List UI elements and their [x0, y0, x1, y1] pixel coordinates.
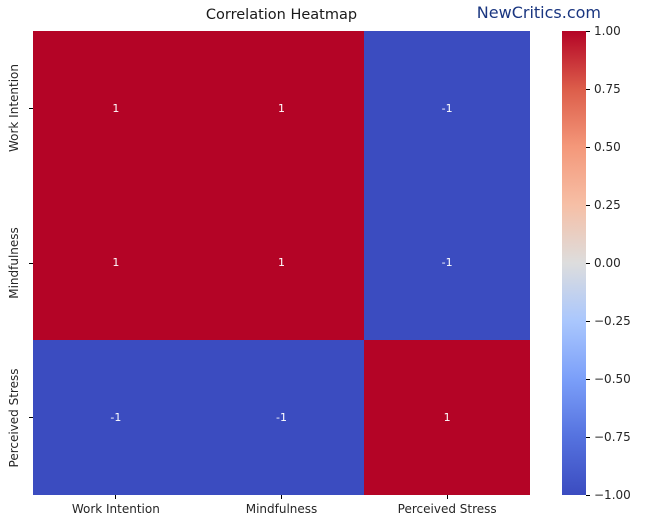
cell-value: 1 — [443, 411, 451, 425]
colorbar-tickmark — [586, 436, 590, 438]
colorbar-tickmark — [586, 88, 590, 90]
colorbar-tickmark — [586, 378, 590, 380]
colorbar-tick-label: −0.75 — [594, 430, 631, 444]
y-tickmark — [29, 417, 33, 419]
heatmap-grid: 1 1 -1 1 1 -1 -1 -1 1 — [33, 31, 530, 495]
x-tick-label: Work Intention — [71, 502, 160, 516]
heatmap-cell: 1 — [33, 31, 199, 186]
x-tickmark — [446, 495, 448, 499]
colorbar-tickmark — [586, 146, 590, 148]
colorbar-tick-label: 0.75 — [594, 82, 621, 96]
x-tickmark — [115, 495, 117, 499]
colorbar-tickmark — [586, 262, 590, 264]
cell-value: 1 — [277, 101, 285, 115]
heatmap-cell: 1 — [198, 185, 365, 341]
colorbar-tick-label: 1.00 — [594, 24, 621, 38]
colorbar-tickmark — [586, 320, 590, 322]
cell-value: -1 — [276, 411, 287, 425]
colorbar-tickmark — [586, 204, 590, 206]
cell-value: 1 — [112, 256, 120, 270]
y-tick-label: Mindfulness — [7, 227, 21, 299]
heatmap-cell: 1 — [33, 185, 199, 341]
colorbar-gradient — [562, 31, 586, 495]
colorbar-tick-label: 0.50 — [594, 140, 621, 154]
cell-value: -1 — [441, 101, 453, 115]
cell-value: 1 — [112, 101, 120, 115]
x-tick-label: Perceived Stress — [397, 502, 497, 516]
cell-value: -1 — [110, 411, 122, 425]
colorbar-tick-label: 0.25 — [594, 198, 621, 212]
cell-value: 1 — [277, 256, 285, 270]
colorbar-tickmark — [586, 30, 590, 32]
y-tickmark — [29, 262, 33, 264]
chart-title: Correlation Heatmap — [205, 7, 358, 23]
x-tickmark — [281, 495, 282, 499]
colorbar-tickmark — [586, 494, 590, 496]
colorbar-tick-label: −0.25 — [594, 314, 631, 328]
heatmap-cell: 1 — [198, 31, 365, 186]
cell-value: -1 — [441, 256, 453, 270]
heatmap-cell: -1 — [33, 340, 199, 495]
colorbar-tick-label: 0.00 — [594, 256, 621, 270]
x-tick-label: Mindfulness — [245, 502, 318, 516]
heatmap-cell: -1 — [364, 31, 530, 186]
y-tick-label: Perceived Stress — [7, 368, 21, 468]
y-tick-label: Work Intention — [7, 64, 21, 153]
watermark: NewCritics.com — [476, 3, 601, 22]
colorbar-tick-label: −0.50 — [594, 372, 631, 386]
heatmap-cell: -1 — [198, 340, 365, 495]
heatmap-cell: 1 — [364, 340, 530, 495]
heatmap-cell: -1 — [364, 185, 530, 341]
colorbar-tick-label: −1.00 — [594, 488, 631, 502]
y-tickmark — [29, 107, 33, 109]
